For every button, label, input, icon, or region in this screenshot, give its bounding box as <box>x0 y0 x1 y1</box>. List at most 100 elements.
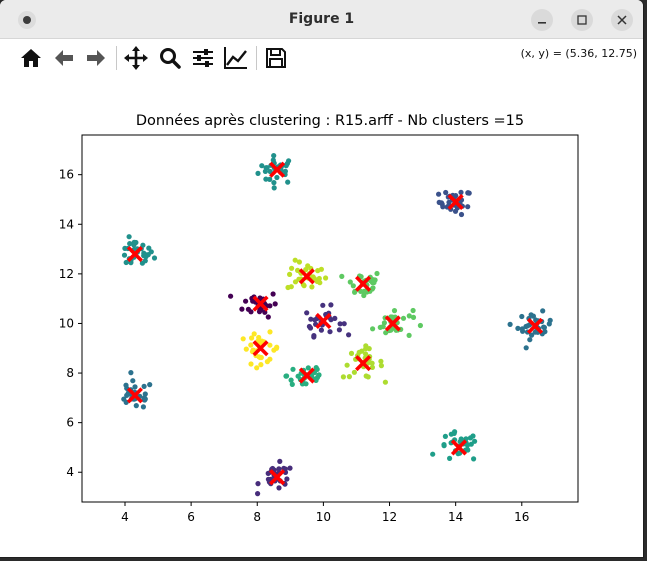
scatter-point <box>371 279 377 286</box>
chart-title: Données après clustering : R15.arff - Nb… <box>136 113 524 129</box>
scatter-point <box>380 324 386 330</box>
scatter-point <box>301 283 307 289</box>
y-tick-label: 8 <box>66 366 74 380</box>
scatter-point <box>271 185 277 191</box>
subplots-button[interactable] <box>188 43 218 73</box>
scatter-point <box>358 288 364 294</box>
scatter-point <box>258 307 264 313</box>
scatter-point <box>470 433 476 439</box>
scatter-point <box>369 360 375 366</box>
arrow-left-icon <box>55 50 73 66</box>
move-icon <box>124 46 148 70</box>
forward-button[interactable] <box>81 43 111 73</box>
save-button[interactable] <box>261 43 291 73</box>
maximize-icon <box>577 15 587 25</box>
scatter-point <box>370 285 376 291</box>
y-tick-label: 16 <box>59 168 74 182</box>
scatter-point <box>541 324 547 330</box>
scatter-point <box>310 274 316 280</box>
scatter-point <box>527 337 533 343</box>
back-button[interactable] <box>49 43 79 73</box>
scatter-point <box>248 342 254 348</box>
scatter-point <box>351 369 357 375</box>
scatter-point <box>452 208 459 214</box>
scatter-point <box>348 350 355 356</box>
scatter-point <box>515 325 521 331</box>
scatter-point <box>369 364 375 370</box>
x-tick-label: 12 <box>382 510 397 524</box>
figure-canvas[interactable]: Données après clustering : R15.arff - Nb… <box>0 76 643 557</box>
scatter-point <box>274 344 280 350</box>
scatter-point <box>289 265 295 271</box>
x-tick-label: 8 <box>253 510 261 524</box>
scatter-point <box>287 271 293 277</box>
scatter-point <box>311 334 317 340</box>
window-menu-icon[interactable] <box>18 11 36 29</box>
home-button[interactable] <box>16 43 46 73</box>
centroid-marker <box>298 367 315 384</box>
centroid-marker <box>269 161 286 178</box>
scatter-point <box>400 315 407 321</box>
scatter-point <box>151 255 158 261</box>
scatter-point <box>442 433 448 439</box>
scatter-point <box>519 326 525 332</box>
scatter-point <box>406 313 412 319</box>
scatter-point <box>305 263 311 269</box>
x-tick-label: 4 <box>121 510 129 524</box>
scatter-point <box>440 204 446 210</box>
scatter-point <box>332 315 338 321</box>
scatter-point <box>267 342 273 348</box>
scatter-point <box>318 327 324 333</box>
x-tick-label: 6 <box>187 510 195 524</box>
scatter-point <box>303 381 309 387</box>
scatter-point <box>270 157 276 163</box>
minimize-icon <box>538 22 546 24</box>
scatter-point <box>352 289 358 295</box>
title-bar[interactable]: Figure 1 <box>0 0 643 39</box>
centroid-marker <box>126 245 143 263</box>
zoom-button[interactable] <box>155 43 185 73</box>
scatter-point <box>378 358 384 364</box>
scatter-point <box>272 301 278 307</box>
pan-button[interactable] <box>121 43 151 73</box>
scatter-point <box>259 163 265 169</box>
scatter-point <box>436 191 442 197</box>
scatter-point <box>361 292 367 299</box>
scatter-point <box>228 293 234 299</box>
scatter-point <box>317 280 323 286</box>
scatter-point <box>458 189 464 195</box>
scatter-point <box>141 395 147 401</box>
scatter-point <box>132 384 138 390</box>
scatter-point <box>124 392 130 398</box>
close-button[interactable] <box>611 9 633 31</box>
scatter-point <box>249 335 255 341</box>
scatter-point <box>130 378 136 384</box>
scatter-point <box>304 310 310 316</box>
minimize-button[interactable] <box>531 9 553 31</box>
scatter-point <box>417 322 423 329</box>
scatter-point <box>358 274 364 280</box>
centroid-marker <box>252 295 269 312</box>
maximize-button[interactable] <box>571 9 593 31</box>
scatter-point <box>341 321 347 327</box>
scatter-point <box>290 366 296 372</box>
scatter-point <box>523 345 529 351</box>
y-tick-label: 10 <box>59 316 74 330</box>
centroid-marker <box>384 315 401 332</box>
x-tick-label: 16 <box>514 510 529 524</box>
scatter-point <box>547 317 553 323</box>
scatter-point <box>465 204 471 210</box>
scatter-point <box>365 374 371 380</box>
y-tick-label: 6 <box>66 416 74 430</box>
magnifier-icon <box>160 48 181 69</box>
centroid-marker <box>526 317 544 334</box>
scatter-point <box>327 329 333 335</box>
scatter-point <box>383 330 389 336</box>
edit-axis-button[interactable] <box>221 43 251 73</box>
scatter-point <box>363 346 369 352</box>
scatter-point <box>320 302 326 308</box>
scatter-point <box>271 153 277 159</box>
scatter-point <box>346 332 352 338</box>
scatter-point <box>406 332 412 338</box>
